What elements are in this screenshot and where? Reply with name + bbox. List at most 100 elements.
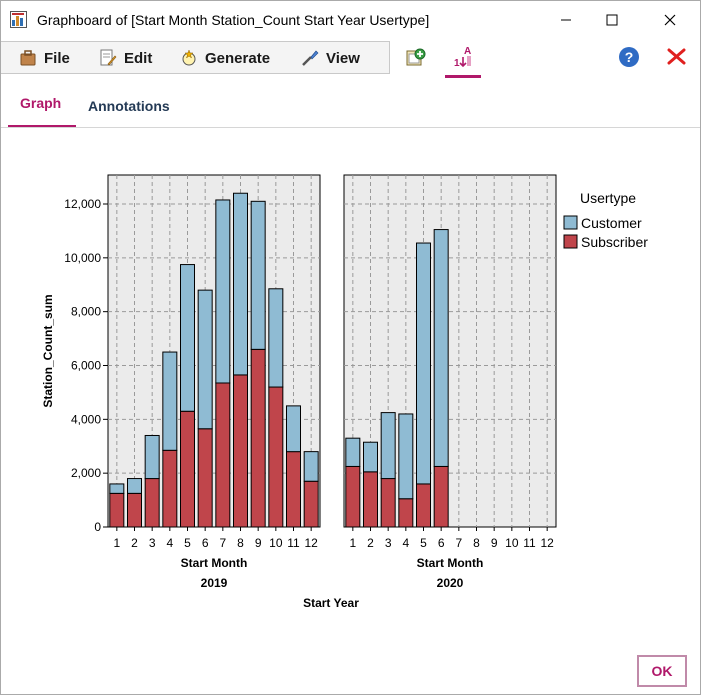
- y-tick-label: 12,000: [64, 197, 101, 211]
- generate-icon: [182, 49, 196, 66]
- x-tick-label: 4: [402, 536, 409, 550]
- x-tick-label: 5: [420, 536, 427, 550]
- legend-swatch-subscriber: [563, 234, 578, 249]
- close-red-icon[interactable]: [667, 48, 686, 65]
- bar-customer-2019-10: [268, 288, 284, 388]
- close-icon: [664, 14, 676, 26]
- facet-year-label: 2019: [201, 576, 228, 590]
- bar-subscriber-2020-2: [363, 471, 378, 528]
- sort-icon: A 1: [454, 46, 471, 69]
- maximize-button[interactable]: [589, 1, 635, 39]
- facet-axis-label: Start Year: [303, 596, 359, 610]
- bar-customer-2019-8: [233, 192, 248, 376]
- facet-year-label: 2020: [437, 576, 464, 590]
- menu-generate[interactable]: Generate: [180, 49, 270, 67]
- y-tick-label: 10,000: [64, 251, 101, 265]
- svg-text:?: ?: [625, 49, 634, 65]
- x-tick-label: 1: [113, 536, 120, 550]
- x-tick-label: 4: [166, 536, 173, 550]
- bar-customer-2019-11: [286, 405, 301, 453]
- bar-customer-2019-5: [180, 264, 195, 412]
- x-tick-label: 12: [304, 536, 318, 550]
- window-title: Graphboard of [Start Month Station_Count…: [37, 12, 430, 28]
- bar-subscriber-2019-2: [127, 492, 142, 528]
- bar-customer-2020-2: [363, 441, 378, 473]
- y-axis-label: Station_Count_sum: [41, 294, 55, 407]
- bar-customer-2019-3: [144, 434, 160, 480]
- add-node-icon[interactable]: [404, 46, 428, 70]
- bar-subscriber-2019-12: [303, 480, 319, 528]
- svg-text:1: 1: [454, 58, 460, 69]
- bar-customer-2019-1: [109, 483, 125, 494]
- bar-customer-2019-2: [127, 478, 142, 494]
- x-tick-label: 12: [540, 536, 554, 550]
- x-axis-label: Start Month: [181, 556, 248, 570]
- minimize-icon: [561, 19, 571, 21]
- bar-customer-2020-5: [416, 242, 431, 485]
- legend-title: Usertype: [580, 190, 636, 206]
- y-tick-label: 6,000: [71, 359, 101, 373]
- ok-button[interactable]: OK: [637, 655, 687, 687]
- sort-toggle[interactable]: A 1: [445, 41, 481, 78]
- bar-subscriber-2020-1: [345, 465, 361, 528]
- x-tick-label: 7: [219, 536, 226, 550]
- y-tick-label: 2,000: [71, 466, 101, 480]
- view-icon: [302, 50, 319, 66]
- y-tick-label: 4,000: [71, 412, 101, 426]
- bar-subscriber-2019-8: [233, 374, 248, 528]
- x-tick-label: 10: [269, 536, 283, 550]
- x-tick-label: 1: [349, 536, 356, 550]
- x-tick-label: 6: [438, 536, 445, 550]
- bar-subscriber-2019-6: [197, 428, 213, 528]
- bar-customer-2020-1: [345, 437, 361, 467]
- bar-subscriber-2020-5: [416, 483, 431, 528]
- minimize-button[interactable]: [543, 1, 589, 39]
- bar-subscriber-2019-5: [180, 410, 195, 528]
- x-tick-label: 3: [149, 536, 156, 550]
- app-icon: [10, 11, 27, 28]
- x-tick-label: 9: [491, 536, 498, 550]
- title-bar: Graphboard of [Start Month Station_Count…: [1, 1, 700, 39]
- x-tick-label: 8: [473, 536, 480, 550]
- bar-customer-2019-7: [215, 199, 231, 384]
- x-tick-label: 7: [455, 536, 462, 550]
- bar-subscriber-2019-9: [250, 348, 266, 528]
- y-tick-label: 0: [94, 520, 101, 534]
- bar-customer-2019-6: [197, 289, 213, 430]
- close-button[interactable]: [647, 1, 693, 39]
- bar-subscriber-2019-3: [144, 478, 160, 528]
- svg-text:A: A: [464, 46, 471, 57]
- bar-customer-2020-3: [380, 412, 396, 480]
- x-tick-label: 5: [184, 536, 191, 550]
- menu-file[interactable]: File: [19, 49, 70, 67]
- tab-annotations[interactable]: Annotations: [88, 98, 170, 114]
- legend-label-customer: Customer: [581, 215, 642, 231]
- help-icon[interactable]: ?: [618, 46, 640, 68]
- bar-subscriber-2019-7: [215, 382, 231, 528]
- x-tick-label: 3: [385, 536, 392, 550]
- bar-customer-2019-4: [162, 351, 178, 451]
- file-icon: [20, 50, 36, 66]
- x-tick-label: 6: [202, 536, 209, 550]
- chart-panel-2019: [107, 174, 321, 528]
- legend-swatch-customer: [563, 215, 578, 230]
- x-tick-label: 2: [131, 536, 138, 550]
- bar-customer-2020-4: [398, 413, 414, 500]
- bar-subscriber-2020-3: [380, 478, 396, 528]
- tab-divider: [1, 127, 700, 128]
- maximize-icon: [606, 14, 618, 26]
- tab-graph[interactable]: Graph: [20, 95, 62, 111]
- bar-customer-2019-12: [303, 451, 319, 482]
- menu-edit[interactable]: Edit: [99, 49, 152, 67]
- x-tick-label: 11: [287, 536, 300, 550]
- chart-panel-2020: [343, 174, 557, 528]
- y-tick-label: 8,000: [71, 305, 101, 319]
- bar-customer-2019-9: [250, 200, 266, 350]
- edit-icon: [100, 49, 117, 66]
- bar-customer-2020-6: [433, 229, 449, 467]
- x-tick-label: 9: [255, 536, 262, 550]
- menu-view[interactable]: View: [301, 49, 360, 67]
- x-tick-label: 11: [523, 536, 536, 550]
